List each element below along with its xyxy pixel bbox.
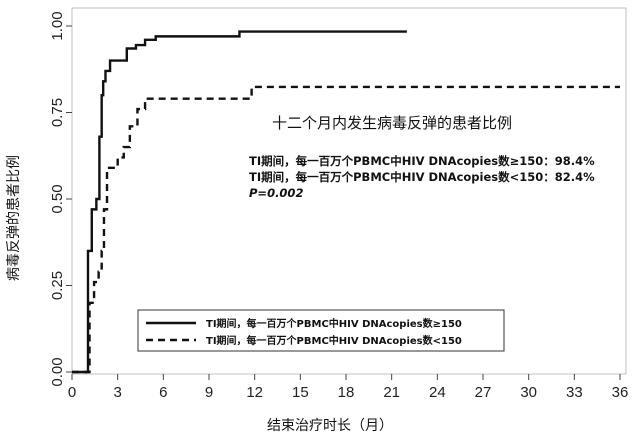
y-tick-label: 0.75 <box>49 98 66 127</box>
x-tick-label: 21 <box>383 384 400 401</box>
annotation-line-low: TI期间，每一百万个PBMC中HIV DNAcopies数<150：82.4% <box>249 170 595 184</box>
x-tick-label: 0 <box>68 384 76 401</box>
annotation-title: 十二个月内发生病毒反弹的患者比例 <box>272 114 512 132</box>
x-tick-label: 33 <box>566 384 583 401</box>
x-tick-label: 30 <box>520 384 537 401</box>
x-axis-title: 结束治疗时长（月） <box>267 418 393 434</box>
y-tick-label: 0.00 <box>49 357 66 386</box>
series-group <box>72 30 620 374</box>
y-tick-label: 0.50 <box>49 184 66 213</box>
x-tick-label: 9 <box>205 384 213 401</box>
series-line-high <box>72 30 407 374</box>
x-tick-label: 27 <box>475 384 492 401</box>
x-tick-label: 15 <box>292 384 309 401</box>
legend-box <box>137 309 505 352</box>
x-tick-label: 3 <box>113 384 121 401</box>
y-axis-title: 病毒反弹的患者比例 <box>6 155 22 281</box>
y-tick-label: 1.00 <box>49 11 66 40</box>
series-line-low <box>72 85 620 374</box>
legend-label-high: TI期间，每一百万个PBMC中HIV DNAcopies数≥150 <box>206 317 462 330</box>
x-tick-label: 18 <box>338 384 355 401</box>
p-value-label: P=0.002 <box>249 186 303 200</box>
x-tick-label: 36 <box>612 384 629 401</box>
y-tick-label: 0.25 <box>49 271 66 300</box>
y-ticks-group: 0.00 0.25 0.50 0.75 1.00 <box>49 11 72 387</box>
x-tick-label: 6 <box>159 384 167 401</box>
annotation-line-high: TI期间，每一百万个PBMC中HIV DNAcopies数≥150：98.4% <box>249 154 595 168</box>
x-tick-label: 12 <box>246 384 263 401</box>
legend: TI期间，每一百万个PBMC中HIV DNAcopies数≥150 TI期间，每… <box>137 309 505 352</box>
legend-label-low: TI期间，每一百万个PBMC中HIV DNAcopies数<150 <box>206 334 462 347</box>
x-tick-label: 24 <box>429 384 446 401</box>
x-ticks-group: 0 3 6 9 12 15 18 21 24 27 30 33 36 <box>68 374 629 401</box>
